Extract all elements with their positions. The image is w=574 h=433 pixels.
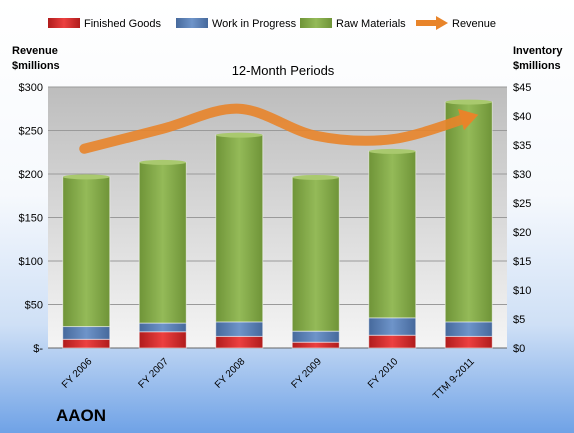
bar-raw-materials [215,134,264,323]
bar-finished-goods [444,335,493,349]
bar-top-cap [292,174,340,180]
right-tick-label: $20 [513,227,531,239]
legend-swatch-raw-materials [300,18,332,28]
bar-finished-goods [62,338,111,349]
legend-label: Work in Progress [212,18,297,30]
bar-work-in-progress [291,330,340,343]
x-tick-label: FY 2007 [136,356,171,391]
right-tick-label: $10 [513,285,531,297]
right-tick-label: $0 [513,343,525,355]
chart-title: 12-Month Periods [232,63,335,78]
bar-finished-goods [138,331,187,349]
company-name: AAON [56,406,106,425]
x-axis-labels: FY 2006 FY 2007 FY 2008 FY 2009 FY 2010 TTM 9… [60,356,477,402]
left-axis-ticks: $- $50 $100 $150 $200 $250 $300 [19,82,44,355]
bar-raw-materials [291,176,340,332]
bar-work-in-progress [215,321,264,337]
left-tick-label: $200 [19,169,43,181]
right-axis-ticks: $0 $5 $10 $15 $20 $25 $30 $35 $40 $45 [513,82,531,355]
bar-top-cap [368,148,416,154]
bar-top-cap [139,159,187,165]
bar-work-in-progress [62,326,111,340]
right-tick-label: $5 [513,314,525,326]
left-tick-label: $- [33,343,43,355]
right-tick-label: $15 [513,256,531,268]
legend: Finished Goods Work in Progress Raw Materi… [48,16,496,30]
right-axis-label-line1: Inventory [513,45,563,57]
legend-label: Finished Goods [84,18,162,30]
left-tick-label: $150 [19,213,43,225]
bar-top-cap [62,174,110,180]
x-tick-label: TTM 9-2011 [431,356,477,402]
revenue-arrowhead [458,109,479,131]
bar-work-in-progress [138,322,187,333]
left-tick-label: $300 [19,82,43,94]
bar-raw-materials [62,176,111,328]
bar-finished-goods [215,335,264,349]
x-tick-label: FY 2008 [213,356,248,391]
right-axis-label-line2: $millions [513,60,561,72]
bar-raw-materials [138,161,187,324]
legend-label: Raw Materials [336,18,406,30]
bar-raw-materials [368,150,417,319]
bar-finished-goods [368,334,417,349]
legend-arrow-icon [436,16,448,30]
x-tick-label: FY 2009 [289,356,324,391]
right-tick-label: $30 [513,169,531,181]
bar-top-cap [445,99,493,105]
bars [62,99,493,349]
bar-work-in-progress [368,317,417,336]
legend-swatch-work-in-progress [176,18,208,28]
left-tick-label: $250 [19,126,43,138]
right-tick-label: $25 [513,198,531,210]
bar-raw-materials [444,101,493,323]
right-tick-label: $35 [513,140,531,152]
legend-label: Revenue [452,18,496,30]
bar-finished-goods [291,341,340,349]
x-tick-label: FY 2010 [366,356,401,391]
left-axis-label-line1: Revenue [12,45,58,57]
bar-work-in-progress [444,321,493,337]
right-tick-label: $45 [513,82,531,94]
revenue-series [79,103,479,154]
revenue-line [79,103,474,154]
bar-top-cap [215,132,263,138]
legend-swatch-finished-goods [48,18,80,28]
left-axis-label-line2: $millions [12,60,60,72]
left-tick-label: $100 [19,256,43,268]
right-tick-label: $40 [513,111,531,123]
x-tick-label: FY 2006 [60,356,95,391]
left-tick-label: $50 [25,300,43,312]
